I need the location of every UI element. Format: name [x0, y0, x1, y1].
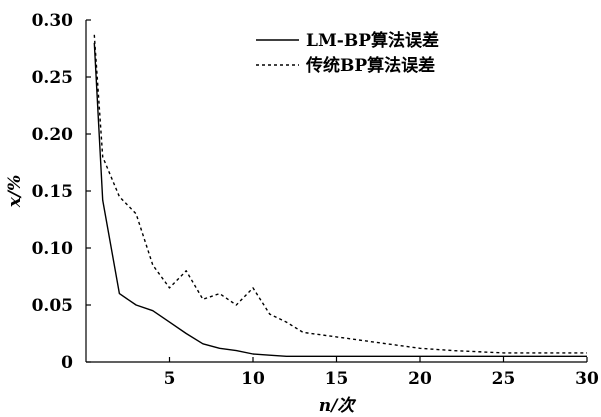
y-tick-label: 0.15	[32, 182, 73, 202]
legend-label-1: LM-BP算法误差	[306, 30, 439, 51]
x-tick-label: 20	[408, 369, 432, 389]
x-axis-ticks: 5 10 15 20 25 30	[164, 357, 599, 389]
x-tick-label: 30	[575, 369, 599, 389]
x-axis-label: n/次	[319, 396, 358, 416]
x-tick-label: 5	[164, 369, 176, 389]
y-tick-label: 0.05	[32, 296, 73, 316]
series-line-2	[93, 34, 587, 354]
series-line-1	[93, 42, 587, 357]
x-tick-label: 10	[241, 369, 265, 389]
y-tick-label: 0.10	[32, 239, 74, 259]
x-tick-label: 25	[492, 369, 516, 389]
y-tick-label: 0	[61, 353, 73, 373]
legend-label-2: 传统BP算法误差	[305, 55, 435, 76]
y-axis-ticks: 0 0.05 0.10 0.15 0.20 0.25 0.30	[32, 11, 91, 373]
x-tick-label: 15	[325, 369, 349, 389]
series-layer	[93, 34, 587, 357]
y-tick-label: 0.20	[32, 125, 74, 145]
y-tick-label: 0.25	[32, 68, 73, 88]
y-tick-label: 0.30	[32, 11, 74, 31]
y-axis-label: x/%	[5, 175, 25, 209]
